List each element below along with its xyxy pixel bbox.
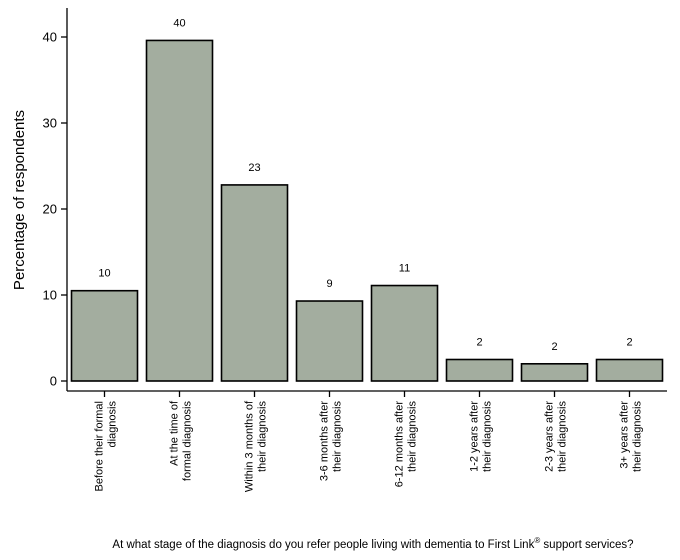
bar bbox=[295, 300, 364, 382]
x-tick-label-line: their diagnosis bbox=[482, 401, 494, 472]
x-tick-label: 6-12 months aftertheir diagnosis bbox=[394, 401, 419, 488]
x-tick-label-line: their diagnosis bbox=[632, 401, 644, 472]
x-axis-title-main: At what stage of the diagnosis do you re… bbox=[112, 539, 534, 551]
x-tick-label-text: At the time offormal diagnosis bbox=[169, 400, 194, 481]
bar-value-labels: 10 40 23 9 11 2 2 2 bbox=[98, 17, 632, 352]
x-axis-title-tail: support services? bbox=[540, 539, 633, 551]
bar bbox=[370, 284, 439, 382]
x-tick-label-line: 3-6 months after bbox=[319, 401, 331, 481]
x-tick-label-text: 3+ years aftertheir diagnosis bbox=[619, 401, 644, 472]
x-tick-label: Within 3 months oftheir diagnosis bbox=[244, 400, 269, 492]
x-tick-label: Before their formaldiagnosis bbox=[94, 401, 119, 492]
registered-mark: ® bbox=[534, 536, 540, 545]
x-tick-label: 2-3 years aftertheir diagnosis bbox=[544, 401, 569, 472]
x-tick-label: 1-2 years aftertheir diagnosis bbox=[469, 401, 494, 472]
x-tick-label-line: Before their formal bbox=[94, 401, 106, 491]
bar-value-label: 10 bbox=[98, 268, 110, 280]
x-tick-label-line: 1-2 years after bbox=[469, 401, 481, 472]
x-tick-label: 3-6 months aftertheir diagnosis bbox=[319, 401, 344, 482]
y-tick-label: 40 bbox=[43, 30, 57, 45]
x-tick-label-text: 2-3 years aftertheir diagnosis bbox=[544, 401, 569, 472]
y-tick-label: 0 bbox=[50, 374, 57, 389]
x-tick-label-line: Within 3 months of bbox=[244, 400, 256, 492]
bar-value-label: 40 bbox=[173, 17, 185, 29]
x-tick-label: 3+ years aftertheir diagnosis bbox=[619, 401, 644, 472]
axes bbox=[66, 8, 667, 392]
y-tick-label: 20 bbox=[43, 202, 57, 217]
x-tick-label-line: 2-3 years after bbox=[544, 401, 556, 472]
x-tick-label-line: their diagnosis bbox=[407, 401, 419, 472]
x-tick-label-line: their diagnosis bbox=[257, 401, 269, 472]
y-axis-title: Percentage of respondents bbox=[11, 110, 28, 290]
bar bbox=[520, 362, 589, 382]
x-tick-label-text: 1-2 years aftertheir diagnosis bbox=[469, 401, 494, 472]
bar bbox=[445, 358, 514, 382]
x-tick-label-line: formal diagnosis bbox=[182, 401, 194, 482]
bar-value-label: 11 bbox=[399, 263, 410, 275]
x-tick-label-text: Within 3 months oftheir diagnosis bbox=[244, 400, 269, 492]
x-ticks bbox=[103, 391, 631, 397]
bar-value-label: 9 bbox=[326, 278, 332, 290]
x-axis-title: At what stage of the diagnosis do you re… bbox=[112, 536, 633, 551]
category-labels: Before their formaldiagnosis At the time … bbox=[94, 400, 644, 492]
x-tick-label-line: At the time of bbox=[169, 400, 181, 466]
x-tick-label-line: their diagnosis bbox=[332, 401, 344, 472]
bar-value-label: 23 bbox=[248, 162, 260, 174]
bar bbox=[595, 358, 664, 382]
bar-value-label: 2 bbox=[626, 337, 632, 349]
x-tick-label: At the time offormal diagnosis bbox=[169, 400, 194, 481]
bar-value-label: 2 bbox=[476, 337, 482, 349]
y-tick-label: 10 bbox=[43, 288, 57, 303]
x-tick-label-line: 6-12 months after bbox=[394, 401, 406, 488]
y-tick-label: 30 bbox=[43, 116, 57, 131]
y-ticks: 0 10 20 30 40 bbox=[43, 30, 67, 389]
x-tick-label-text: 6-12 months aftertheir diagnosis bbox=[394, 401, 419, 488]
x-tick-label-text: Before their formaldiagnosis bbox=[94, 401, 119, 492]
x-tick-label-line: diagnosis bbox=[107, 401, 119, 448]
bar bbox=[145, 39, 214, 382]
x-tick-label-line: 3+ years after bbox=[619, 401, 631, 469]
bar bbox=[220, 184, 289, 382]
x-tick-label-text: 3-6 months aftertheir diagnosis bbox=[319, 401, 344, 482]
bar bbox=[70, 289, 139, 382]
bars bbox=[70, 39, 664, 382]
x-tick-label-line: their diagnosis bbox=[557, 401, 569, 472]
bar-value-label: 2 bbox=[551, 341, 557, 353]
